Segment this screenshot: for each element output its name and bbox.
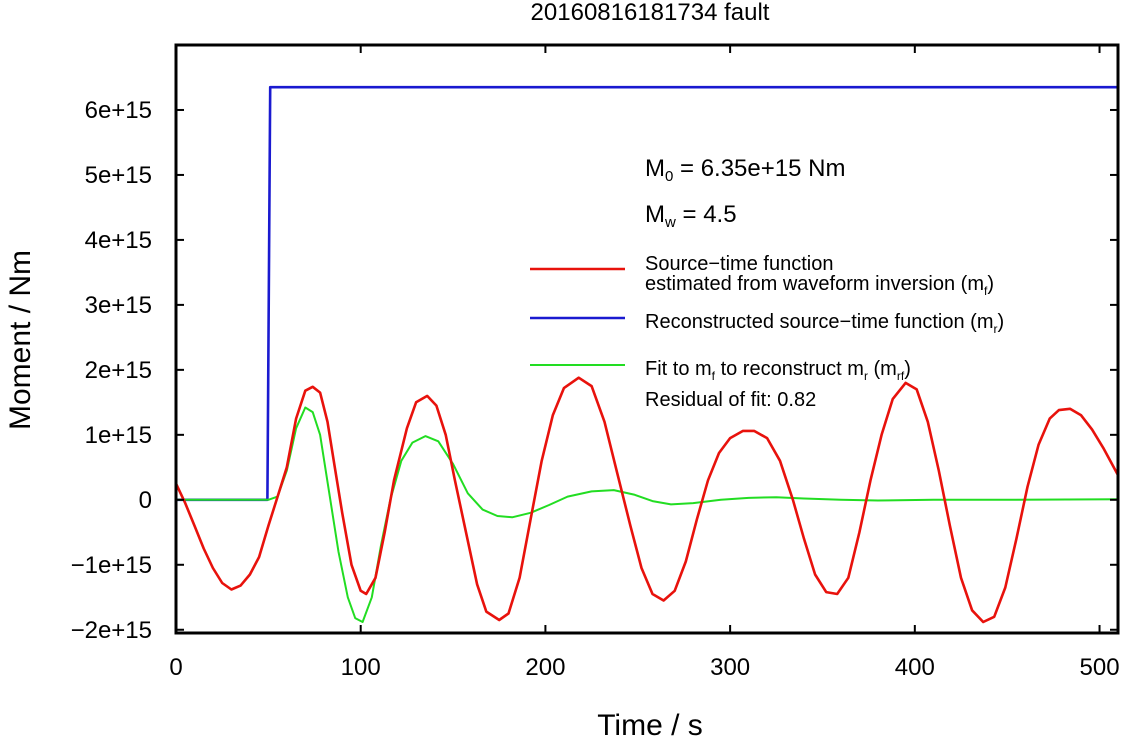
ticks-layer: 0 100 200 300 400 500 −2e+15 −1e+15 0 1e+15 2e+15 3… (71, 45, 1120, 681)
x-axis-label: Time / s (597, 709, 703, 736)
x-tick-label: 200 (525, 654, 565, 681)
plot-frame (174, 43, 1120, 635)
x-tick-label: 100 (341, 654, 381, 681)
series-line-mrf (176, 406, 1119, 623)
y-tick-label: 2e+15 (85, 357, 152, 384)
y-tick-label: −1e+15 (71, 552, 152, 579)
y-axis-label: Moment / Nm (4, 250, 37, 430)
y-tick-label: 5e+15 (85, 162, 152, 189)
moment-magnitude-annotation: Mw​ = 4.5 (645, 201, 737, 231)
residual-annotation: Residual of fit: 0.82 (645, 389, 816, 411)
y-tick-label: −2e+15 (71, 617, 152, 644)
x-tick-label: 300 (710, 654, 750, 681)
legend-label-mf: Source−time function (645, 253, 833, 275)
x-tick-label: 500 (1080, 654, 1120, 681)
chart-title: 20160816181734 fault (531, 0, 770, 26)
series-layer (174, 85, 1120, 624)
legend-label-mr: Reconstructed source−time function (mr​) (645, 311, 1004, 336)
seismic-moment-annotation: M0​ = 6.35e+15 Nm (645, 155, 845, 185)
x-tick-label: 0 (169, 654, 182, 681)
y-tick-label: 6e+15 (85, 97, 152, 124)
y-tick-label: 4e+15 (85, 227, 152, 254)
x-tick-label: 400 (895, 654, 935, 681)
legend-label-mrf: Fit to mf​ to reconstruct mr​ (mrf​) (645, 358, 911, 383)
legend-label-mf: estimated from waveform inversion (mf​) (645, 273, 994, 298)
y-tick-label: 3e+15 (85, 292, 152, 319)
y-tick-label: 1e+15 (85, 422, 152, 449)
series-line-mf (174, 376, 1120, 624)
y-tick-label: 0 (139, 487, 152, 514)
annotation-layer: M0​ = 6.35e+15 Nm Mw​ = 4.5 Residual of fi… (645, 155, 845, 411)
